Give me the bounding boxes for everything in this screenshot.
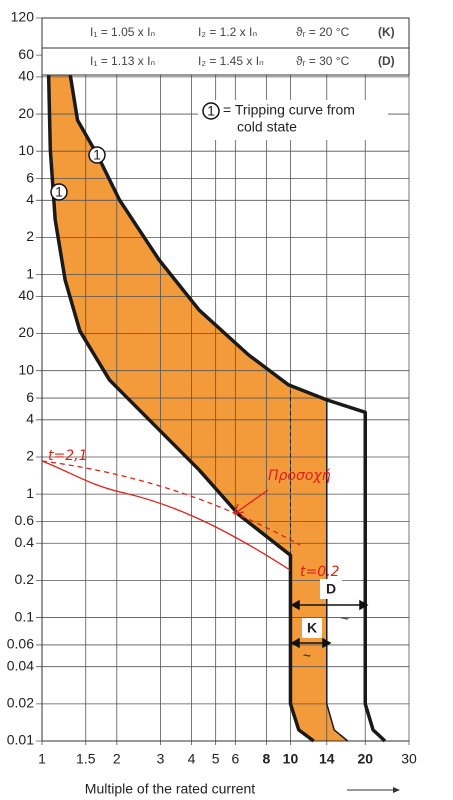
y-tick-label: 0.6	[15, 512, 35, 528]
curve-marker-label: 1	[55, 184, 63, 200]
header-text: I₂ = 1.45 x Iₙ	[198, 54, 264, 68]
range-tilde: ~	[341, 611, 349, 627]
y-tick-label: 0.06	[7, 636, 34, 652]
tripping-curve	[326, 399, 349, 742]
y-tick-label: 0.1	[15, 608, 35, 624]
curve-marker	[88, 146, 106, 164]
y-tick-label: 2	[26, 448, 34, 464]
red-line	[41, 460, 291, 571]
plot: 12060402010642140201064210.60.40.20.10.0…	[7, 9, 417, 767]
y-tick-label: 0.04	[7, 657, 34, 673]
x-axis-label: Multiple of the rated current	[85, 781, 256, 797]
x-tick-label: 20	[357, 751, 373, 767]
x-tick-label: 1	[38, 751, 46, 767]
y-tick-label: 6	[26, 389, 34, 405]
x-tick-label: 30	[401, 751, 417, 767]
y-tick-label: 40	[18, 287, 34, 303]
y-tick-label: 40	[18, 68, 34, 84]
range-tilde: ~	[303, 648, 311, 664]
curve-marker-label: 1	[93, 147, 101, 163]
handwritten-note: t=0,2	[300, 564, 340, 580]
x-tick-label: 3	[157, 751, 165, 767]
range-label: K	[307, 620, 317, 636]
header-text: I₂ = 1.2 x Iₙ	[198, 25, 257, 39]
x-tick-label: 2	[113, 751, 121, 767]
y-tick-label: 0.01	[7, 732, 34, 748]
curve-marker	[50, 183, 68, 201]
red-dashed-line	[41, 460, 301, 546]
x-tick-label: 1.5	[76, 751, 96, 767]
legend-bg	[198, 100, 388, 140]
y-tick-label: 0.4	[15, 534, 35, 550]
label-bg	[302, 618, 322, 638]
y-tick-label: 10	[18, 361, 34, 377]
legend-symbol-circle	[202, 102, 220, 120]
header-text: I₁ = 1.13 x Iₙ	[90, 54, 155, 68]
x-tick-label: 6	[231, 751, 239, 767]
handwriting-strokes	[41, 460, 301, 571]
x-tick-label: 8	[262, 751, 270, 767]
red-arrow	[233, 489, 269, 515]
y-tick-label: 0.2	[15, 571, 35, 587]
x-tick-label: 14	[319, 751, 335, 767]
handwritten-note: Προσοχή	[268, 468, 331, 484]
handwritten-note: t=2,1	[48, 448, 87, 464]
tripping-curve	[46, 59, 315, 743]
range-arrows	[290, 599, 369, 649]
header-text: ϑᵣ = 30 °C	[296, 54, 350, 68]
y-tick-label: 6	[26, 169, 34, 185]
y-tick-label: 4	[26, 191, 34, 207]
y-tick-label: 120	[11, 9, 35, 25]
header-text: (K)	[378, 25, 395, 39]
y-tick-label: 20	[18, 324, 34, 340]
y-tick-label: 1	[26, 265, 34, 281]
header-text: ϑᵣ = 20 °C	[296, 25, 350, 39]
d-arrowheads	[290, 599, 369, 611]
legend-text: = Tripping curve from	[223, 102, 355, 118]
header-text: I₁ = 1.05 x Iₙ	[90, 25, 155, 39]
header-box	[41, 17, 410, 76]
y-tick-label: 0.02	[7, 695, 34, 711]
x-tick-label: 10	[283, 751, 299, 767]
y-tick-label: 4	[26, 411, 34, 427]
y-tick-label: 10	[18, 142, 34, 158]
y-tick-label: 2	[26, 228, 34, 244]
label-bg	[320, 579, 342, 599]
range-label: D	[326, 581, 336, 597]
y-tick-label: 60	[18, 46, 34, 62]
x-tick-label: 5	[212, 751, 220, 767]
legend-symbol: 1	[207, 103, 215, 119]
y-tick-label: 1	[26, 485, 34, 501]
tripping-band	[48, 59, 348, 741]
legend-text: cold state	[237, 119, 297, 135]
k-arrowheads	[290, 637, 332, 649]
y-tick-label: 20	[18, 105, 34, 121]
x-tick-label: 4	[188, 751, 196, 767]
header-text: (D)	[378, 54, 395, 68]
x-axis-arrowhead	[393, 787, 400, 793]
